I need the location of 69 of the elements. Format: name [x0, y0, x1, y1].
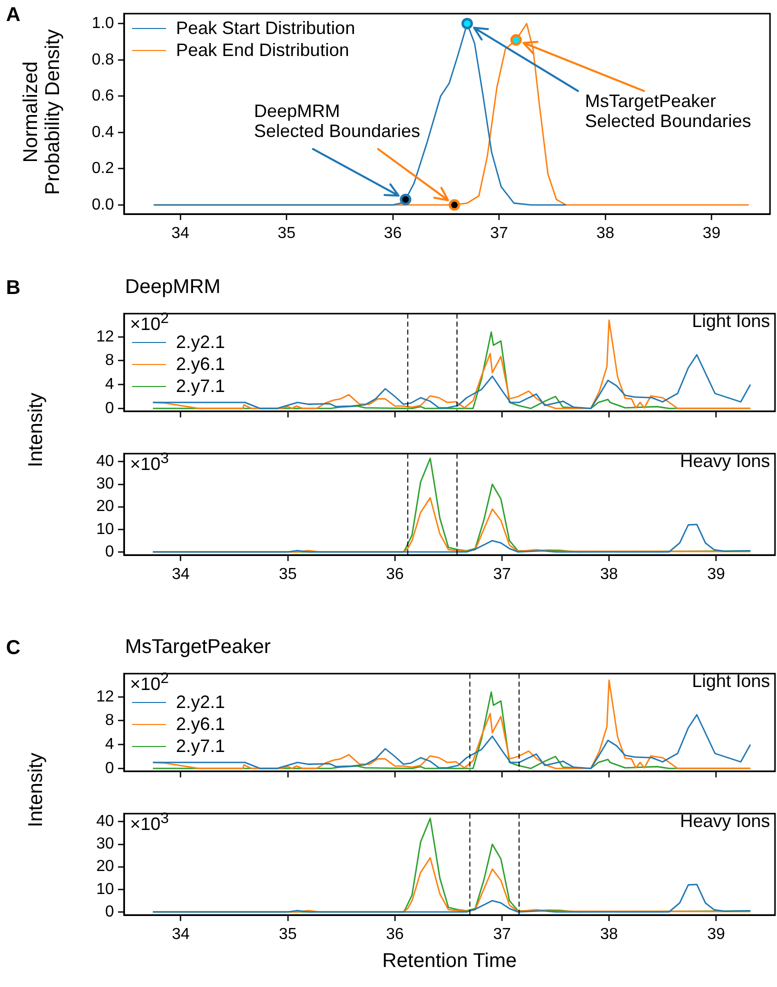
y-tick-label: 40	[96, 813, 114, 830]
chart-title: DeepMRM	[125, 276, 221, 298]
y-tick-label: 0	[105, 760, 114, 777]
point	[510, 34, 522, 46]
x-axis-title: Retention Time	[382, 950, 517, 972]
annotation: Heavy Ions	[680, 811, 770, 832]
x-tick-label: 38	[596, 225, 614, 242]
x-tick-label: 39	[707, 926, 726, 944]
legend-label: 2.y7.1	[176, 736, 226, 757]
y-tick-label: 20	[96, 858, 114, 876]
x-tick-label: 38	[600, 926, 618, 944]
x-tick-label: 37	[490, 225, 508, 242]
annotation: Heavy Ions	[680, 451, 770, 472]
y-tick-label: 12	[96, 688, 114, 706]
y-tick-label: 8	[105, 712, 114, 730]
legend-label: Peak Start Distribution	[176, 18, 356, 40]
text: A	[6, 4, 20, 26]
y-axis-title: Intensity	[25, 752, 47, 828]
x-tick-label: 34	[171, 225, 190, 242]
chart-title: MsTargetPeaker	[125, 636, 271, 658]
y-tick-label: 30	[96, 476, 114, 493]
legend-label: 2.y2.1	[176, 332, 226, 353]
y-tick-label: 0.8	[92, 51, 114, 68]
y-axis-title: Intensity	[25, 392, 47, 468]
annotation: Light Ions	[692, 311, 770, 332]
x-tick-label: 39	[707, 566, 726, 584]
point	[400, 194, 412, 206]
annotation: Light Ions	[692, 671, 770, 692]
x-tick-label: 36	[386, 926, 404, 944]
x-tick-label: 34	[172, 566, 190, 584]
y-tick-label: 0.4	[92, 124, 114, 141]
y-tick-label: 4	[105, 376, 114, 393]
y-tick-label: 0	[105, 903, 114, 920]
y-tick-label: 0	[105, 400, 114, 417]
text: B	[6, 277, 20, 299]
y-tick-label: 12	[96, 328, 114, 346]
y-tick-label: 20	[96, 498, 114, 516]
x-tick-label: 36	[384, 225, 402, 242]
y-tick-label: 40	[96, 453, 114, 470]
x-tick-label: 36	[386, 566, 404, 584]
point	[461, 18, 473, 30]
x-tick-label: 34	[172, 926, 190, 944]
legend-label: 2.y7.1	[176, 376, 226, 397]
x-tick-label: 37	[493, 566, 511, 584]
y-tick-label: 30	[96, 836, 114, 853]
y-tick-label: 0.2	[92, 160, 114, 178]
legend-label: 2.y6.1	[176, 354, 226, 375]
y-tick-label: 0	[105, 543, 114, 560]
y-tick-label: 4	[105, 736, 114, 753]
y-tick-label: 10	[96, 520, 114, 538]
x-tick-label: 39	[702, 225, 721, 242]
legend-label: 2.y2.1	[176, 692, 226, 713]
y-tick-label: 8	[105, 352, 114, 370]
x-tick-label: 37	[493, 926, 511, 944]
legend-label: 2.y6.1	[176, 714, 226, 735]
annotation: DeepMRM Selected Boundaries	[254, 101, 420, 142]
y-tick-label: 1.0	[92, 14, 114, 32]
annotation: MsTargetPeaker Selected Boundaries	[585, 91, 752, 132]
x-tick-label: 35	[278, 926, 297, 944]
y-axis-title: Normalized Probability Density	[20, 29, 64, 195]
legend-label: Peak End Distribution	[176, 40, 350, 62]
x-tick-label: 35	[278, 225, 296, 242]
y-tick-label: 10	[96, 880, 114, 898]
y-tick-label: 0.6	[92, 88, 114, 105]
y-tick-label: 0.0	[92, 196, 114, 214]
text: C	[6, 637, 20, 659]
point	[448, 199, 460, 211]
x-tick-label: 35	[278, 566, 297, 584]
x-tick-label: 38	[600, 566, 618, 584]
